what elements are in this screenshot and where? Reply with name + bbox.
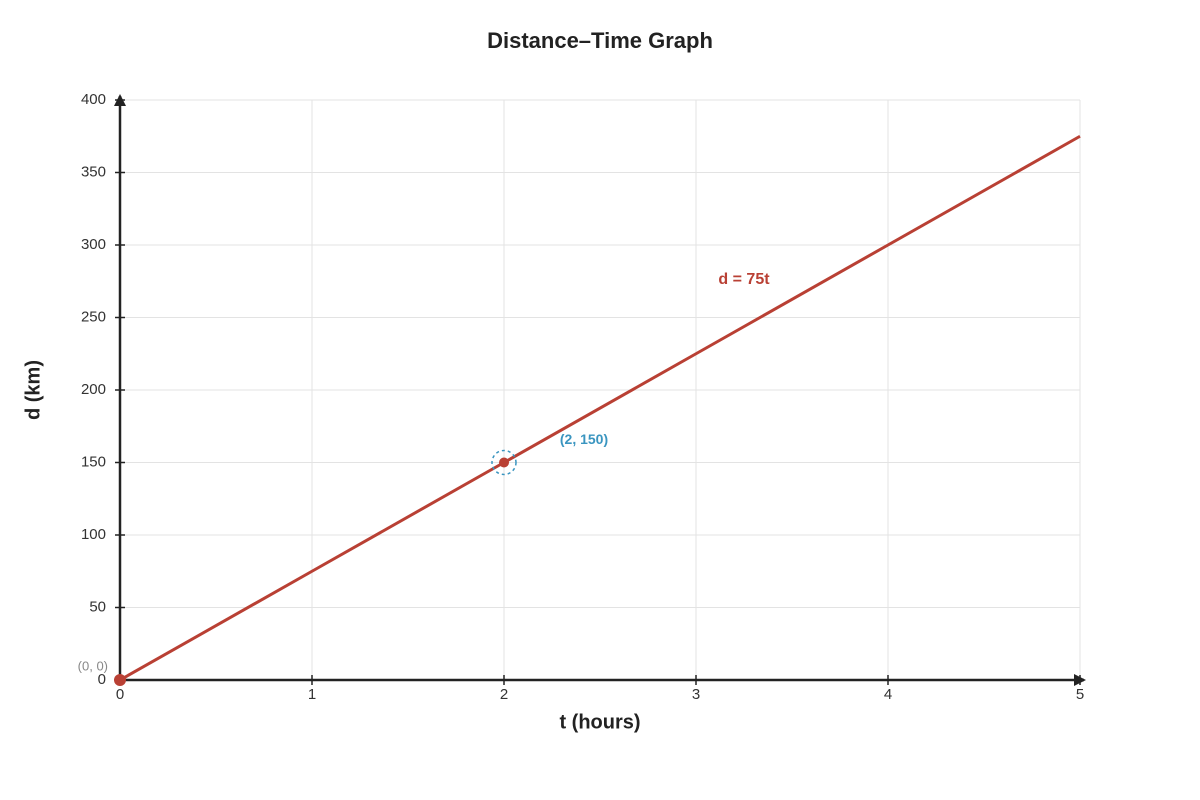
x-tick-label: 4 bbox=[884, 686, 892, 703]
y-tick-label: 200 bbox=[81, 381, 106, 398]
y-tick-label: 50 bbox=[89, 598, 106, 615]
series-label: d = 75t bbox=[718, 271, 770, 288]
y-tick-label: 300 bbox=[81, 236, 106, 253]
x-arrow bbox=[1074, 674, 1086, 686]
x-tick-label: 2 bbox=[500, 686, 508, 703]
y-tick-label: 150 bbox=[81, 453, 106, 470]
y-tick-label: 400 bbox=[81, 91, 106, 108]
highlight-ring bbox=[491, 449, 517, 476]
x-tick-label: 0 bbox=[116, 686, 124, 703]
y-tick-label: 250 bbox=[81, 308, 106, 325]
y-tick-label: 0 bbox=[98, 671, 106, 688]
x-tick-label: 1 bbox=[308, 686, 316, 703]
point bbox=[114, 674, 126, 686]
y-arrow bbox=[114, 94, 126, 106]
plot: d = 75t (0, 0) (2, 150) bbox=[78, 134, 1081, 686]
point-label: (0, 0) bbox=[78, 658, 108, 673]
point bbox=[499, 457, 509, 468]
y-tick-label: 100 bbox=[81, 526, 106, 543]
series-line bbox=[119, 134, 1081, 682]
x-axis-title: t (hours) bbox=[559, 711, 640, 733]
chart-title: Distance–Time Graph bbox=[487, 28, 713, 53]
x-tick-label: 3 bbox=[692, 686, 700, 703]
y-axis-title: d (km) bbox=[22, 360, 44, 420]
point-label: (2, 150) bbox=[560, 431, 608, 447]
y-tick-label: 350 bbox=[81, 163, 106, 180]
x-tick-label: 5 bbox=[1076, 686, 1084, 703]
grid: 0 50 100 150 200 250 300 350 400 0 1 2 3 4 5 bbox=[81, 91, 1086, 703]
